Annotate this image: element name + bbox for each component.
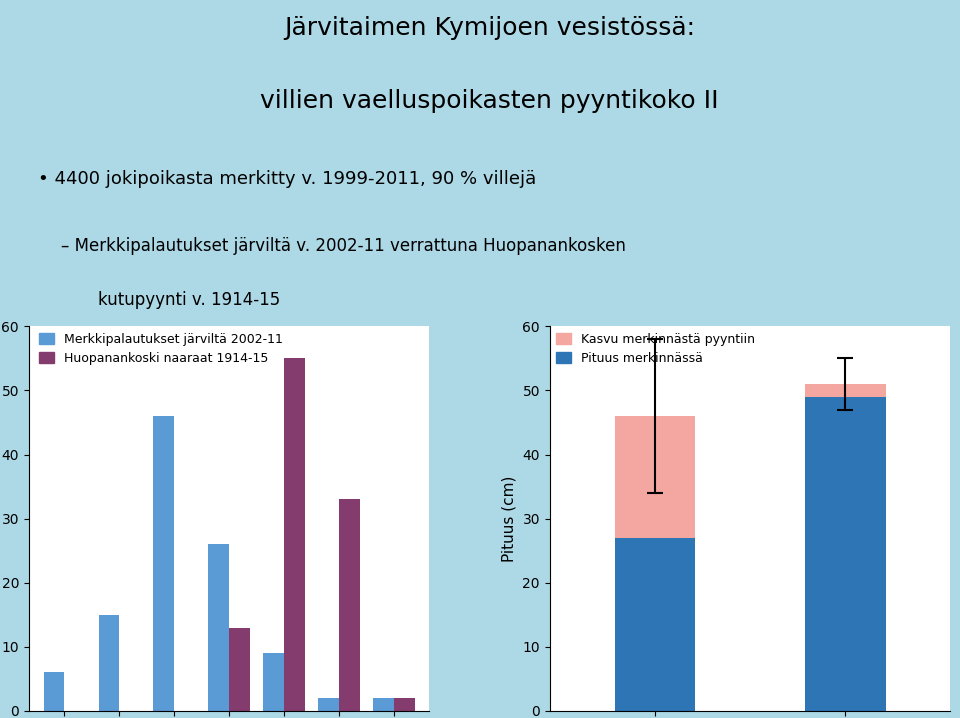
Bar — [43, 672, 64, 711]
Y-axis label: Pituus (cm): Pituus (cm) — [502, 475, 516, 561]
Bar — [99, 615, 119, 711]
Legend: Kasvu merkinnästä pyyntiin, Pituus merkinnässä: Kasvu merkinnästä pyyntiin, Pituus merki… — [556, 332, 755, 365]
Bar — [208, 544, 229, 711]
Bar — [805, 397, 885, 711]
Bar — [372, 698, 394, 711]
Text: • 4400 jokipoikasta merkitty v. 1999-2011, 90 % villejä: • 4400 jokipoikasta merkitty v. 1999-201… — [38, 170, 537, 188]
Text: villien vaelluspoikasten pyyntikoko II: villien vaelluspoikasten pyyntikoko II — [260, 89, 719, 113]
Bar — [318, 698, 339, 711]
Bar — [263, 653, 284, 711]
Bar — [229, 628, 250, 711]
Text: kutupyynti v. 1914-15: kutupyynti v. 1914-15 — [98, 291, 280, 309]
Text: Järvitaimen Kymijoen vesistössä:: Järvitaimen Kymijoen vesistössä: — [284, 17, 695, 40]
Text: – Merkkipalautukset järviltä v. 2002-11 verrattuna Huopanankosken: – Merkkipalautukset järviltä v. 2002-11 … — [61, 237, 626, 255]
Bar — [154, 416, 175, 711]
Legend: Merkkipalautukset järviltä 2002-11, Huopanankoski naaraat 1914-15: Merkkipalautukset järviltä 2002-11, Huop… — [39, 332, 283, 365]
Bar — [805, 384, 885, 397]
Bar — [284, 358, 305, 711]
Bar — [614, 538, 695, 711]
Bar — [614, 416, 695, 538]
Bar — [394, 698, 415, 711]
Bar — [339, 500, 360, 711]
